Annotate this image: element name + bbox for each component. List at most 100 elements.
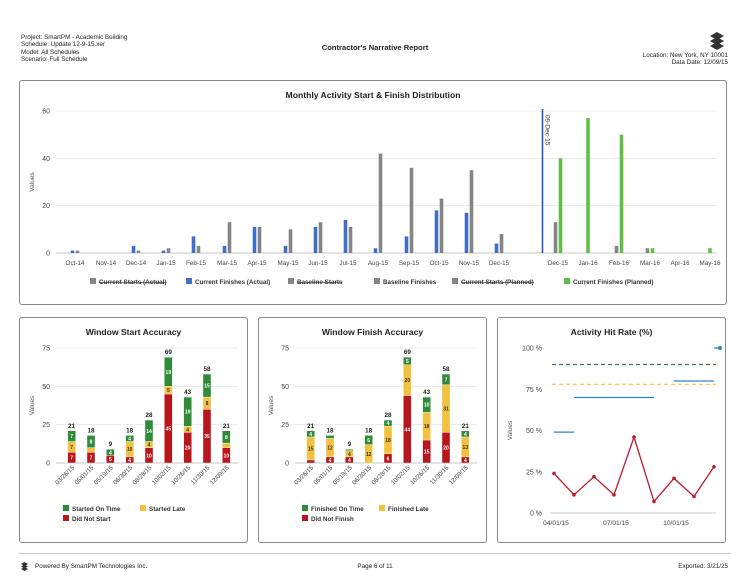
- window-start-panel: Window Start Accuracy 0 25 50 75 Values 7 7 7 21…: [19, 317, 248, 543]
- window-finish-panel: Window Finish Accuracy 0 25 50 75 Values 15 4 2…: [258, 317, 487, 543]
- bar-baseline-finish: [166, 248, 171, 253]
- segment-label: 4: [464, 432, 467, 438]
- segment-label: 4: [464, 458, 467, 464]
- x-tick-label: 08/28/15: [370, 464, 392, 486]
- stack-segment: [67, 430, 76, 442]
- legend-label: Finished On Time: [311, 506, 364, 513]
- x-tick-label: Jun-15: [308, 260, 328, 267]
- legend-swatch: [140, 505, 146, 511]
- segment-label: 45: [166, 427, 172, 433]
- window-finish-title: Window Finish Accuracy: [321, 327, 424, 337]
- bar-current-finish-actual: [343, 219, 348, 253]
- legend-label: Baseline Finishes: [383, 279, 437, 286]
- data-date-label: 09-Dec-15: [544, 115, 551, 146]
- segment-label: 5: [406, 359, 409, 365]
- legend-swatch: [63, 505, 69, 511]
- y-tick-label: 75: [42, 346, 50, 353]
- bar-baseline-finish: [378, 153, 383, 253]
- legend-swatch: [379, 505, 385, 511]
- segment-label: 12: [327, 446, 333, 452]
- x-tick-label: 05/19/15: [332, 464, 354, 486]
- model-name: Model: All Schedules: [21, 48, 80, 56]
- y-tick-label: 60: [42, 109, 50, 116]
- stack-segment: [164, 357, 173, 387]
- hit-rate-panel: Activity Hit Rate (%) 0 % 25 % 50 % 75 % 100…: [497, 317, 726, 543]
- x-tick-label: 11/30/15: [429, 464, 451, 486]
- y-tick-label: 50: [281, 384, 289, 391]
- stack-segment: [422, 396, 431, 413]
- bar-current-finish-planned: [586, 118, 590, 253]
- total-label: 18: [326, 427, 334, 434]
- y-tick-label: 25: [281, 422, 289, 429]
- x-tick-label: 10/02/15: [151, 464, 173, 486]
- segment-label: 18: [424, 424, 430, 430]
- legend-swatch: [186, 278, 192, 284]
- bar-baseline-finish: [614, 245, 619, 253]
- segment-label: 35: [204, 434, 210, 440]
- segment-label: 8: [206, 401, 209, 407]
- y-tick-label: 25 %: [526, 469, 542, 476]
- legend-label: Started Late: [149, 506, 186, 513]
- x-tick-label: 03/26/15: [54, 464, 76, 486]
- bar-baseline-finish: [553, 222, 558, 253]
- x-tick-label: 10/01/15: [663, 520, 689, 527]
- legend-label: Did Not Start: [72, 516, 111, 523]
- x-tick-label: Oct-14: [66, 260, 85, 267]
- x-tick-label: 04/01/15: [543, 520, 569, 527]
- x-tick-label: 06/30/15: [351, 464, 373, 486]
- monthly-distribution-panel: Monthly Activity Start & Finish Distribu…: [19, 80, 727, 305]
- total-label: 28: [145, 412, 153, 419]
- monthly-chart-title: Monthly Activity Start & Finish Distribu…: [285, 90, 461, 100]
- hit-rate-point: [632, 435, 636, 439]
- project-name: Project: SmartPM - Academic Building: [21, 34, 128, 41]
- hit-rate-point: [692, 494, 696, 499]
- segment-label: 8: [90, 440, 93, 446]
- y-tick-label: 50 %: [526, 428, 542, 435]
- footer-divider: [19, 553, 731, 554]
- segment-label: 4: [348, 458, 351, 464]
- segment-label: 7: [90, 456, 93, 462]
- y-tick-label: 40: [42, 156, 50, 163]
- legend-swatch: [302, 505, 308, 511]
- x-tick-label: 05/01/15: [312, 464, 334, 486]
- total-label: 18: [87, 427, 95, 434]
- x-tick-label: May-15: [278, 260, 299, 267]
- x-tick-label: Apr-15: [248, 260, 267, 267]
- window-start-chart: 0255075Values7772103/26/15781805/01/1554…: [29, 346, 238, 523]
- x-tick-label: 08/28/15: [131, 464, 153, 486]
- hit-rate-point: [572, 493, 576, 497]
- legend-swatch: [63, 515, 69, 521]
- stack-segment: [325, 435, 335, 439]
- data-date: Data Date: 12/09/15: [671, 59, 728, 67]
- total-label: 21: [307, 423, 315, 430]
- x-tick-label: 10/02/15: [390, 464, 412, 486]
- y-tick-label: 0: [285, 461, 289, 468]
- bar-baseline-finish: [318, 222, 323, 253]
- segment-label: 20: [185, 446, 191, 452]
- y-tick-label: 0: [46, 251, 50, 258]
- stack-segment: [222, 442, 231, 448]
- x-tick-label: Dec-15: [548, 260, 569, 267]
- segment-label: 12: [366, 452, 372, 458]
- bar-baseline-finish: [469, 170, 474, 253]
- total-label: 21: [223, 423, 231, 430]
- x-tick-label: 12/09/15: [209, 464, 231, 486]
- total-label: 69: [404, 349, 412, 356]
- y-tick-label: 100 %: [522, 346, 542, 353]
- legend-swatch: [452, 278, 458, 284]
- stack-segment: [403, 357, 412, 366]
- stack-segment: [383, 419, 393, 427]
- bar-current-finish-actual: [283, 245, 288, 253]
- bar-current-finish-actual: [464, 212, 469, 253]
- total-label: 9: [109, 441, 113, 448]
- x-tick-label: 05/01/15: [73, 464, 95, 486]
- x-tick-label: 05/19/15: [93, 464, 115, 486]
- y-tick-label: 75 %: [526, 387, 542, 394]
- segment-label: 4: [309, 432, 312, 438]
- report-meta: Project: SmartPM - Academic Building Sch…: [21, 34, 127, 64]
- hit-rate-point: [652, 499, 656, 504]
- x-tick-label: Apr-16: [671, 260, 690, 267]
- bar-baseline-finish: [288, 229, 293, 253]
- total-label: 69: [165, 349, 173, 356]
- stack-segment: [106, 448, 115, 456]
